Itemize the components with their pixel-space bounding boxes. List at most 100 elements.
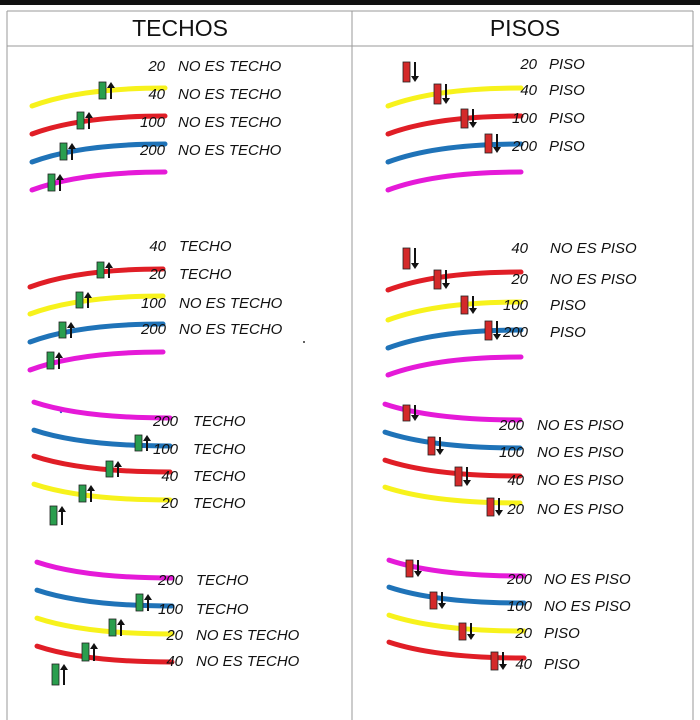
arrow-down-icon [438,592,446,609]
panel-techos-4: 200 TECHO 100 TECHO 20 NO ES TECHO 40 NO ES TEC… [34,559,300,686]
verdict-label: NO ES TECHO [178,86,282,103]
verdict-label: TECHO [179,266,232,283]
ma-period-label: 20 [165,627,183,644]
green-candle [96,261,105,279]
ma-line-blue [29,141,168,165]
verdict-label: TECHO [193,468,246,485]
arrow-up-icon [90,643,98,661]
arrow-up-icon [144,594,152,611]
ma-line-magenta [382,401,523,423]
panel-techos-3: 200 TECHO 100 TECHO 40 TECHO 20 TECHO [31,399,246,526]
ma-line-red [386,639,527,661]
ma-period-label: 100 [499,444,525,461]
verdict-label: TECHO [193,495,246,512]
ma-period-label: 40 [149,238,166,255]
ma-line-yellow [385,299,524,323]
red-candle [484,320,493,341]
ma-line-yellow [386,612,527,634]
ma-period-label: 200 [140,321,167,338]
arrow-down-icon [442,270,450,289]
ma-period-label: 20 [510,271,528,288]
red-candle [429,591,438,610]
arrow-down-icon [463,467,471,486]
ma-period-label: 20 [147,58,165,75]
ma-line-magenta [385,169,524,193]
arrow-up-icon [68,143,76,160]
verdict-label: NO ES PISO [550,240,637,257]
panel-pisos-1: 20 PISO 40 PISO 100 PISO 200 PISO [385,56,585,193]
verdict-label: NO ES TECHO [178,114,282,131]
green-candle [81,642,90,662]
ma-period-label: 100 [141,295,167,312]
ma-line-yellow [31,481,173,503]
ma-period-label: 40 [515,656,532,673]
stray-dot [303,341,305,343]
green-candle [76,111,85,130]
ma-line-red [27,266,166,290]
panel-pisos-4: 200 NO ES PISO 100 NO ES PISO 20 PISO 40 PISO [386,557,631,673]
arrow-down-icon [469,109,477,128]
panel-techos-2: 40 TECHO 20 TECHO 100 NO ES TECHO 200 NO ES TEC… [27,238,283,373]
ma-period-label: 200 [498,417,525,434]
ma-line-red [382,457,523,479]
arrow-up-icon [55,352,63,369]
red-candle [460,108,469,129]
arrow-down-icon [436,437,444,455]
verdict-label: NO ES TECHO [196,627,300,644]
arrow-down-icon [493,321,501,340]
ma-line-blue [385,141,524,165]
arrow-down-icon [469,296,477,314]
ma-line-yellow [385,85,524,109]
green-candle [134,434,143,452]
red-candle [460,295,469,315]
ma-line-yellow [382,484,523,506]
ma-period-label: 100 [140,114,166,131]
verdict-label: PISO [549,110,585,127]
ma-period-label: 20 [160,495,178,512]
arrow-down-icon [411,62,419,82]
green-candle [59,142,68,161]
ma-period-label: 40 [161,468,178,485]
red-candle [402,247,411,270]
verdict-label: NO ES PISO [537,417,624,434]
ma-period-label: 20 [506,501,524,518]
verdict-label: PISO [550,324,586,341]
verdict-label: NO ES PISO [544,571,631,588]
verdict-label: NO ES TECHO [179,321,283,338]
verdict-label: TECHO [193,413,246,430]
ma-period-label: 100 [153,441,179,458]
verdict-label: NO ES TECHO [178,58,282,75]
verdict-label: NO ES PISO [537,501,624,518]
verdict-label: NO ES TECHO [179,295,283,312]
ma-line-magenta [34,559,175,581]
ma-line-red [31,453,173,475]
arrow-up-icon [56,174,64,191]
arrow-up-icon [60,664,68,685]
verdict-label: PISO [549,138,585,155]
arrow-down-icon [495,498,503,516]
ma-line-blue [385,327,524,351]
red-candle [486,497,495,517]
red-candle [433,269,442,290]
ma-period-label: 40 [166,653,183,670]
red-candle [484,133,493,154]
ma-line-yellow [34,615,175,637]
arrow-down-icon [493,134,501,153]
ma-period-label: 40 [520,82,537,99]
arrow-down-icon [414,560,422,577]
ma-period-label: 200 [157,572,184,589]
ma-period-label: 40 [507,472,524,489]
ma-period-label: 200 [506,571,533,588]
arrow-up-icon [84,292,92,308]
arrow-down-icon [411,405,419,421]
arrow-up-icon [143,435,151,451]
arrow-down-icon [442,84,450,104]
green-candle [105,460,114,478]
ma-line-blue [382,429,523,451]
verdict-label: TECHO [196,572,249,589]
green-candle [78,484,87,503]
ma-line-red [385,113,524,137]
green-candle [58,321,67,339]
ma-line-magenta [31,399,173,421]
green-candle [46,351,55,370]
